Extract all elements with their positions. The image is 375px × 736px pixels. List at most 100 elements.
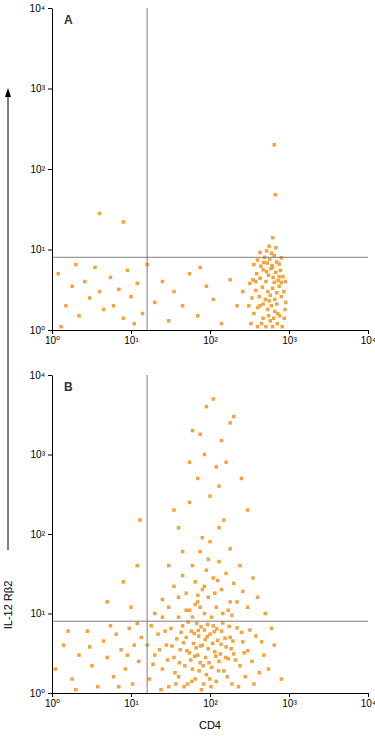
event-point — [122, 580, 126, 584]
tick-label: 10³ — [282, 698, 297, 709]
tick-label: 10⁴ — [30, 370, 45, 381]
event-point — [214, 654, 218, 658]
event-point — [217, 660, 221, 664]
event-point — [254, 634, 258, 638]
event-point — [181, 550, 185, 554]
event-point — [230, 682, 234, 686]
event-point — [250, 296, 254, 300]
panel: 10⁰10¹10²10³10⁴10⁰10¹10²10³10⁴A — [30, 3, 375, 346]
event-point — [182, 685, 186, 689]
event-point — [147, 677, 151, 681]
tick: 10⁰ — [30, 325, 52, 336]
event-point — [167, 319, 171, 323]
tick: 10⁴ — [30, 370, 52, 381]
event-point — [256, 325, 260, 329]
tick: 10⁴ — [361, 330, 375, 346]
event-point — [221, 621, 225, 625]
figure: 10⁰10¹10²10³10⁴10⁰10¹10²10³10⁴A10⁰10¹10²… — [0, 0, 375, 736]
event-point — [170, 644, 174, 648]
event-point — [172, 508, 176, 512]
event-point — [70, 284, 74, 288]
event-point — [228, 278, 232, 282]
event-point — [213, 650, 217, 654]
event-point — [210, 666, 214, 670]
event-point — [282, 316, 286, 320]
event-point — [265, 270, 269, 274]
event-point — [257, 671, 261, 675]
event-point — [188, 460, 192, 464]
tick: 10² — [203, 693, 218, 709]
event-point — [70, 677, 74, 681]
event-point — [240, 631, 244, 635]
tick-label: 10³ — [31, 449, 46, 460]
event-point — [228, 636, 232, 640]
tick: 10¹ — [31, 244, 52, 255]
event-point — [199, 644, 203, 648]
event-point — [119, 648, 123, 652]
event-point — [158, 648, 162, 652]
event-point — [196, 593, 200, 597]
event-point — [112, 675, 116, 679]
tick-mark — [210, 330, 211, 334]
event-point — [209, 685, 213, 689]
event-point — [196, 477, 200, 481]
event-point — [268, 257, 272, 261]
event-point — [263, 612, 267, 616]
event-point — [228, 547, 232, 551]
event-point — [242, 651, 246, 655]
event-point — [198, 550, 202, 554]
event-point — [270, 304, 274, 308]
event-point — [172, 585, 176, 589]
event-point — [251, 576, 255, 580]
event-point — [54, 667, 58, 671]
event-point — [189, 658, 193, 662]
event-point — [166, 658, 170, 662]
event-point — [284, 301, 288, 305]
tick-mark — [368, 330, 369, 334]
event-point — [114, 632, 118, 636]
event-point — [184, 608, 188, 612]
event-point — [224, 656, 228, 660]
event-point — [284, 280, 288, 284]
event-point — [262, 653, 266, 657]
tick-label: 10⁴ — [30, 3, 45, 14]
event-point — [259, 264, 263, 268]
event-point — [62, 643, 66, 647]
event-point — [203, 628, 207, 632]
event-point — [205, 635, 209, 639]
event-point — [232, 652, 236, 656]
tick: 10³ — [282, 693, 297, 709]
event-point — [129, 605, 133, 609]
tick-mark — [48, 250, 52, 251]
event-point — [224, 572, 228, 576]
tick-mark — [368, 693, 369, 697]
event-point — [167, 685, 171, 689]
event-point — [184, 591, 188, 595]
event-point — [261, 316, 265, 320]
event-point — [224, 460, 228, 464]
event-point — [181, 304, 185, 308]
event-point — [122, 316, 126, 320]
event-point — [267, 299, 271, 303]
event-point — [256, 596, 260, 600]
event-point — [280, 325, 284, 329]
event-point — [265, 249, 269, 253]
tick-mark — [48, 614, 52, 615]
tick: 10⁰ — [45, 330, 60, 346]
event-point — [98, 212, 102, 216]
event-point — [270, 627, 274, 631]
event-point — [216, 579, 220, 583]
event-point — [136, 622, 140, 626]
tick-label: 10⁰ — [45, 698, 60, 709]
event-point — [212, 576, 216, 580]
event-point — [261, 302, 265, 306]
tick-mark — [210, 693, 211, 697]
event-point — [271, 325, 275, 329]
x-axis-title: CD4 — [199, 719, 221, 731]
plot-area — [52, 375, 368, 693]
tick-label: 10³ — [282, 335, 297, 346]
event-point — [215, 680, 219, 684]
event-point — [167, 605, 171, 609]
event-point — [131, 682, 135, 686]
tick-label: 10⁰ — [45, 335, 60, 346]
